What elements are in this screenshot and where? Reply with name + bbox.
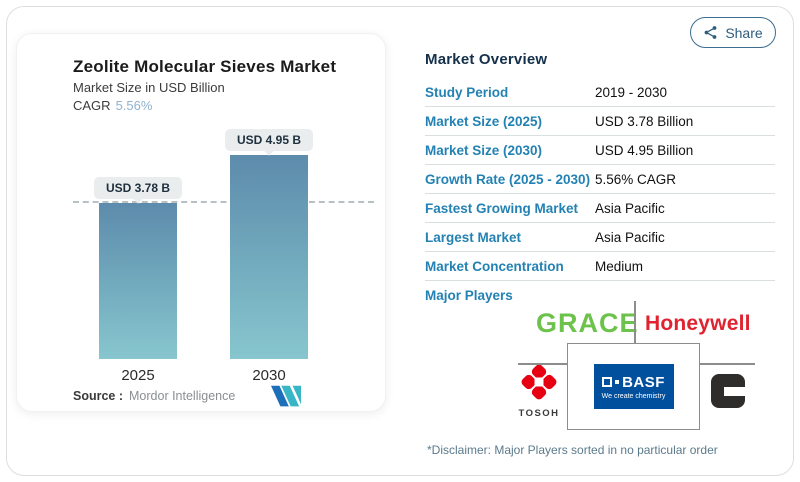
chart-title: Zeolite Molecular Sieves Market (73, 57, 337, 76)
x-axis-label-2025: 2025 (121, 367, 155, 384)
market-overview-table: Study Period 2019 - 2030 Market Size (20… (425, 78, 775, 310)
honeywell-logo: Honeywell (645, 312, 751, 335)
disclaimer-text: *Disclaimer: Major Players sorted in no … (427, 443, 718, 457)
row-value: 2019 - 2030 (595, 84, 668, 100)
row-value: Medium (595, 258, 644, 274)
tosoh-diamond-icon (521, 364, 557, 400)
bar-2030 (230, 155, 308, 359)
cummins-notch (724, 386, 745, 396)
market-overview-title: Market Overview (425, 51, 548, 68)
row-value: USD 4.95 Billion (595, 142, 694, 158)
row-value: 5.56% CAGR (595, 171, 677, 187)
row-label: Largest Market (425, 229, 522, 245)
row-label: Study Period (425, 84, 509, 100)
table-row: Largest Market Asia Pacific (425, 223, 775, 252)
table-row: Market Size (2025) USD 3.78 Billion (425, 107, 775, 136)
table-row: Market Size (2030) USD 4.95 Billion (425, 136, 775, 165)
share-button-label: Share (725, 24, 763, 41)
row-label: Growth Rate (2025 - 2030) (425, 171, 591, 187)
row-label: Market Concentration (425, 258, 564, 274)
bar-value-label: USD 3.78 B (93, 177, 183, 199)
bar-2025 (99, 203, 177, 359)
row-label: Major Players (425, 288, 513, 303)
grace-logo: GRACE (536, 308, 639, 338)
basf-logo-card: BASF We create chemistry (567, 343, 700, 430)
chart-subtitle: Market Size in USD Billion (73, 80, 225, 95)
row-label: Fastest Growing Market (425, 200, 579, 216)
cagr-value: 5.56% (115, 98, 153, 113)
share-button[interactable]: Share (690, 17, 776, 48)
basf-square-dot-icon (615, 380, 620, 384)
chart-cagr: CAGR 5.56% (73, 98, 152, 113)
table-row: Study Period 2019 - 2030 (425, 78, 775, 107)
source-label: Source : (73, 389, 124, 403)
row-label: Market Size (2025) (425, 113, 543, 129)
row-value: Asia Pacific (595, 200, 665, 216)
basf-logo: BASF We create chemistry (593, 364, 674, 409)
bar-value-label: USD 4.95 B (224, 129, 314, 151)
players-divider-line (634, 301, 636, 343)
table-row: Market Concentration Medium (425, 252, 775, 281)
row-value: Asia Pacific (595, 229, 665, 245)
connector-line-left (518, 363, 567, 365)
table-row-major-players: Major Players (425, 281, 775, 310)
cagr-label: CAGR (73, 98, 111, 113)
basf-name: BASF (622, 373, 665, 391)
share-icon (703, 25, 718, 40)
market-size-chart-card: Zeolite Molecular Sieves Market Market S… (16, 33, 386, 412)
source-row: Source : Mordor Intelligence (73, 389, 235, 403)
mordor-intelligence-logo-icon (271, 385, 301, 407)
x-axis-label-2030: 2030 (252, 367, 286, 384)
basf-tagline: We create chemistry (601, 392, 666, 400)
table-row: Fastest Growing Market Asia Pacific (425, 194, 775, 223)
tosoh-logo: TOSOH (518, 364, 560, 419)
row-label: Market Size (2030) (425, 142, 543, 158)
cummins-logo-icon (711, 374, 745, 408)
source-value: Mordor Intelligence (129, 389, 236, 403)
connector-line-right (700, 363, 755, 365)
reference-dashline (73, 201, 374, 203)
basf-square-outline-icon (602, 377, 613, 387)
table-row: Growth Rate (2025 - 2030) 5.56% CAGR (425, 165, 775, 194)
tosoh-name: TOSOH (518, 408, 560, 419)
row-value: USD 3.78 Billion (595, 113, 694, 129)
